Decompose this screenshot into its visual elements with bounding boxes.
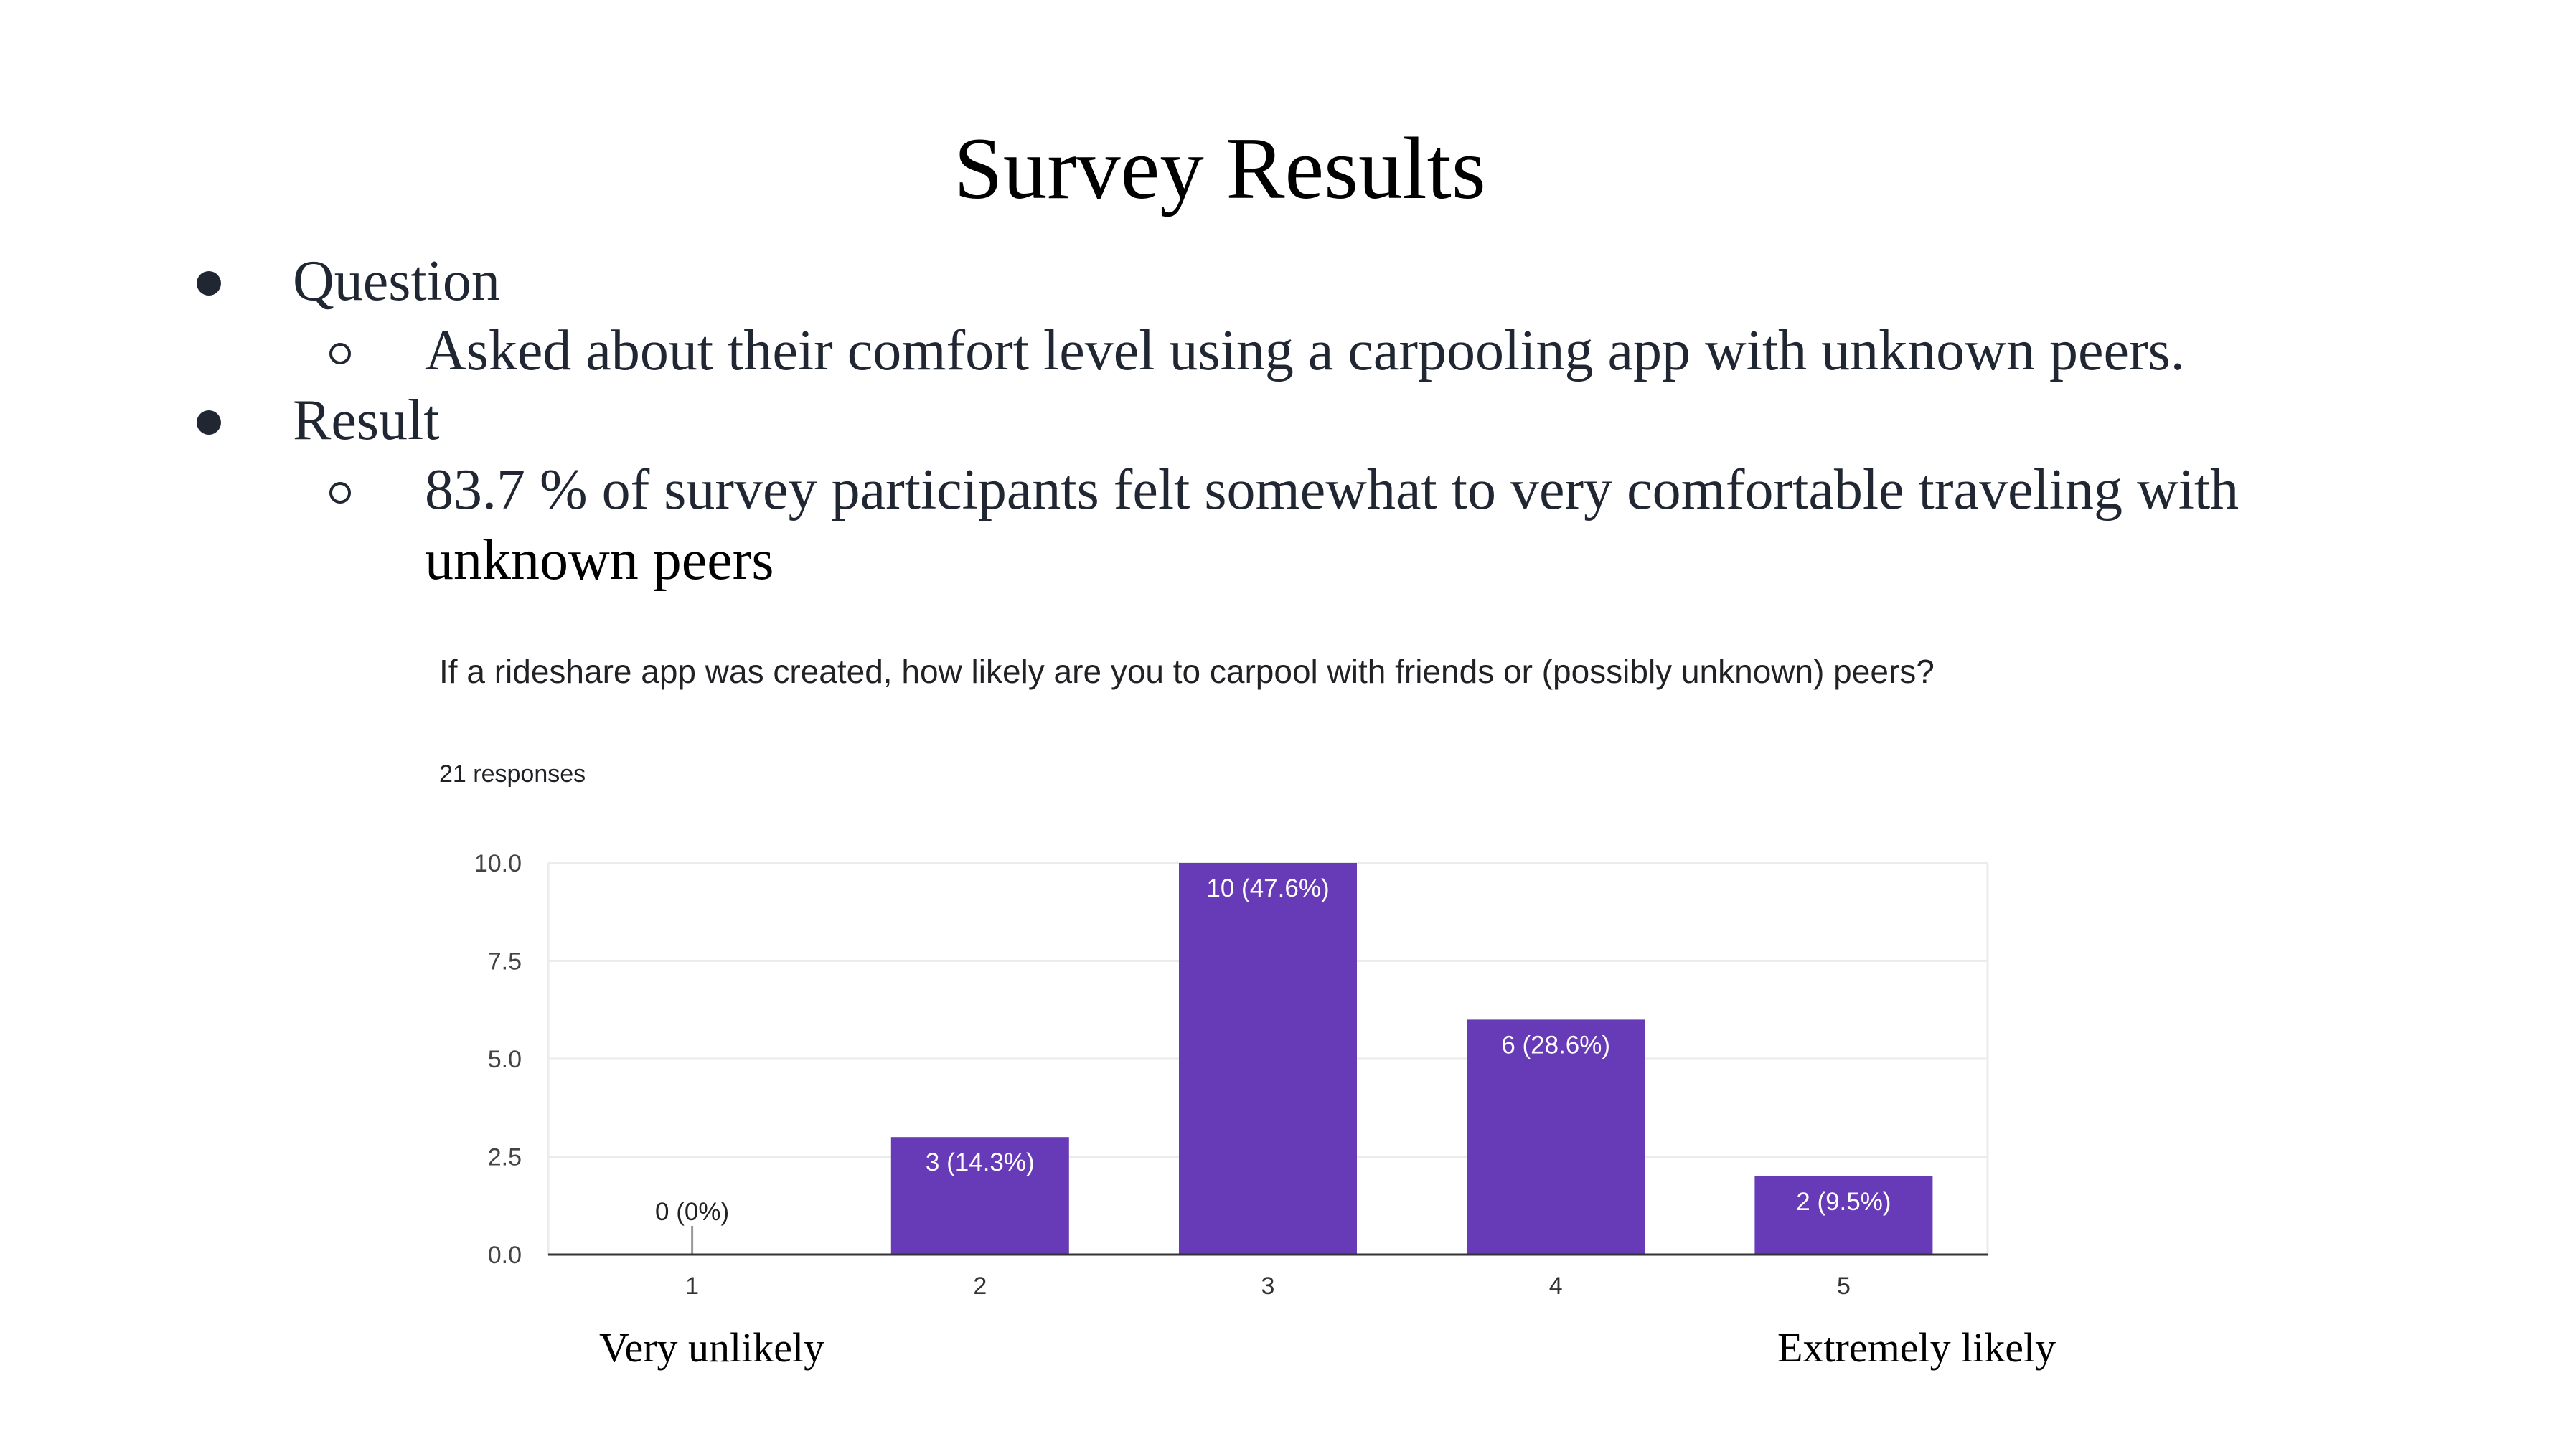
bullet-dot-icon [197, 271, 221, 296]
bullet-item-result: Result [293, 389, 440, 452]
data-label: 3 (14.3%) [926, 1148, 1035, 1176]
x-tick-label: 3 [1261, 1273, 1275, 1300]
chart-title: If a rideshare app was created, how like… [439, 653, 1935, 690]
chart-response-count: 21 responses [439, 760, 586, 788]
scale-label-high: Extremely likely [1777, 1324, 2056, 1371]
bullet-item-result-detail-continued: unknown peers [425, 529, 774, 592]
bar [1754, 1176, 1933, 1255]
y-tick-label: 2.5 [488, 1144, 522, 1171]
chart-axes: 0.0 2.5 5.0 7.5 10.0 1 2 3 4 5 [474, 850, 1988, 1300]
bullet-item-result-detail: 83.7 % of survey participants felt somew… [425, 458, 2239, 521]
data-label: 10 (47.6%) [1206, 874, 1329, 902]
x-tick-label: 2 [973, 1273, 987, 1300]
bullet-circle-icon [329, 482, 351, 504]
data-label: 0 (0%) [655, 1198, 729, 1226]
data-label: 6 (28.6%) [1501, 1031, 1610, 1059]
chart-bars [691, 863, 1933, 1255]
bullet-item-question-detail: Asked about their comfort level using a … [425, 319, 2185, 382]
x-tick-label: 4 [1549, 1273, 1563, 1300]
bar [890, 1137, 1069, 1255]
data-label: 2 (9.5%) [1796, 1188, 1891, 1216]
y-tick-label: 5.0 [488, 1046, 522, 1073]
bullet-circle-icon [329, 343, 351, 364]
bar [1467, 1019, 1645, 1255]
x-tick-label: 5 [1837, 1273, 1851, 1300]
scale-label-low: Very unlikely [599, 1324, 825, 1371]
y-tick-label: 7.5 [488, 948, 522, 976]
chart-data-labels: 0 (0%) 3 (14.3%) 10 (47.6%) 6 (28.6%) 2 (9.5… [655, 874, 1891, 1226]
bar [1179, 863, 1357, 1255]
y-tick-label: 0.0 [488, 1242, 522, 1269]
y-tick-label: 10.0 [474, 850, 522, 877]
bullet-item-question: Question [293, 250, 500, 313]
bullet-dot-icon [197, 410, 221, 435]
x-tick-label: 1 [685, 1273, 699, 1300]
slide-title: Survey Results [954, 119, 1486, 217]
